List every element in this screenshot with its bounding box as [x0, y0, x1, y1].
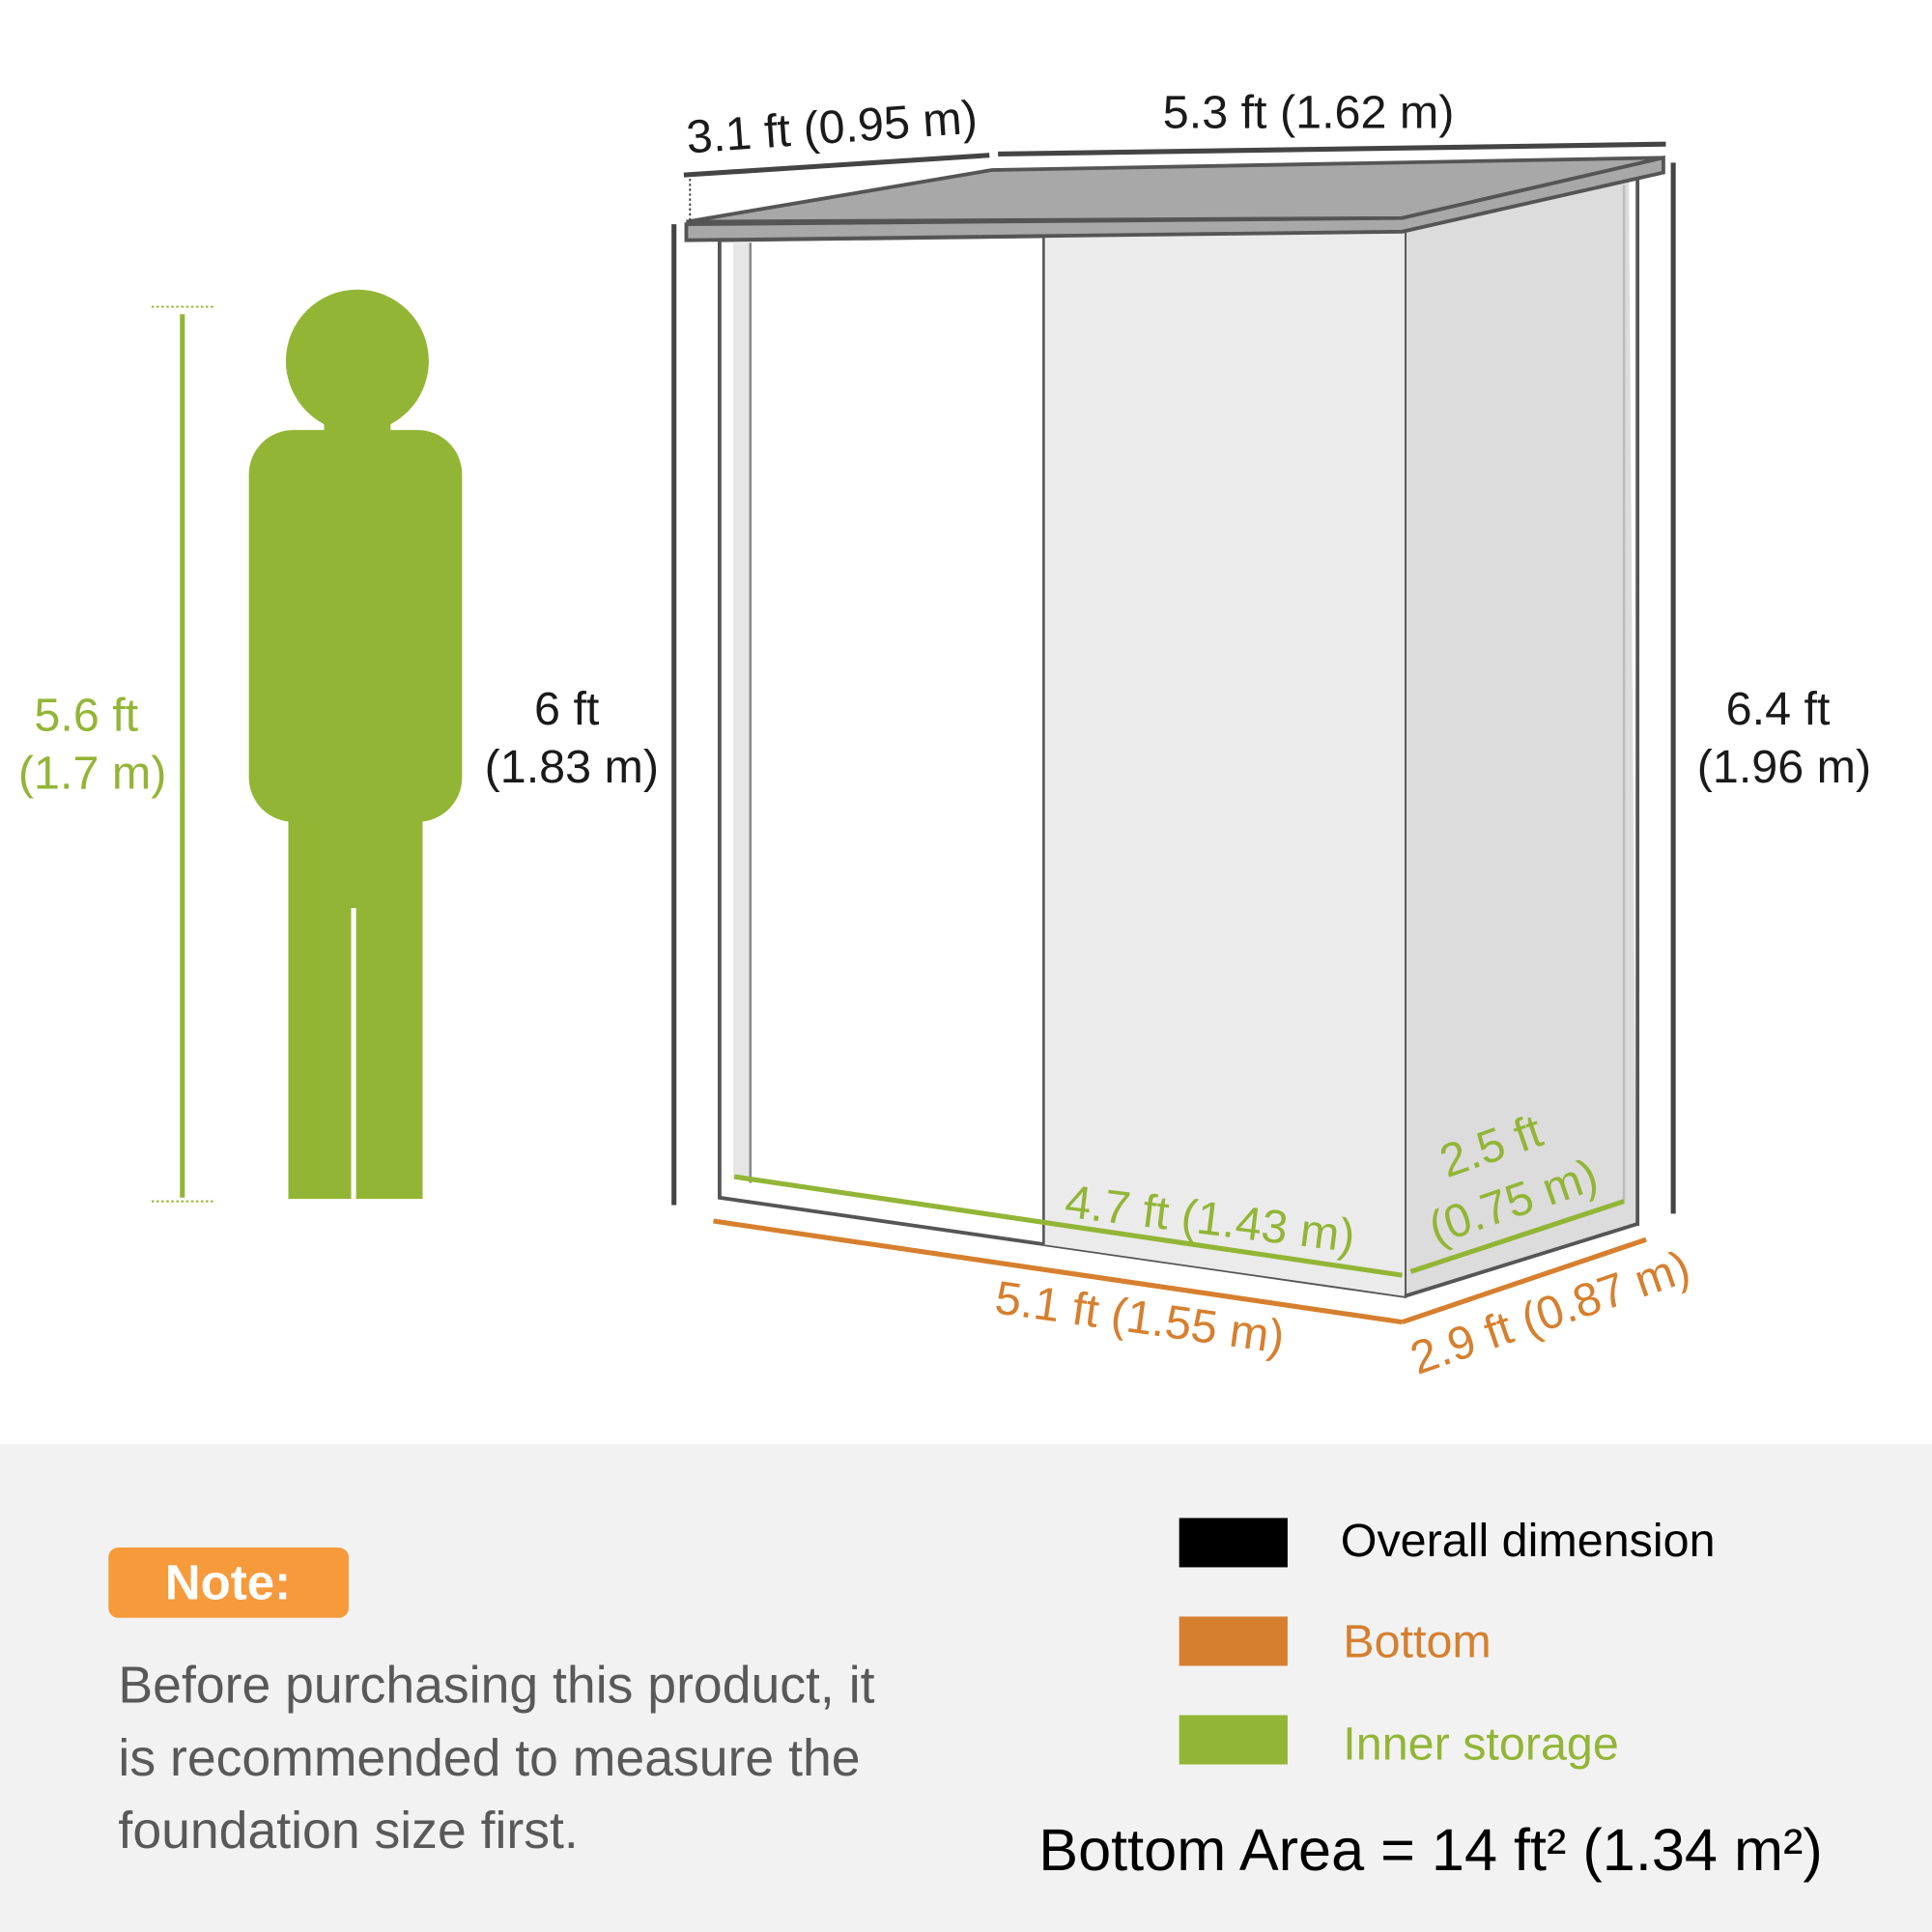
- front-height-ft: 6 ft: [534, 683, 600, 735]
- note-line-3: foundation size first.: [118, 1803, 578, 1860]
- legend: Overall dimension Bottom Inner storage: [1179, 1515, 1716, 1770]
- person-silhouette: [248, 289, 463, 1200]
- person-height-ft: 5.6 ft: [34, 689, 138, 741]
- shed-illustration: [684, 155, 1665, 1299]
- person-height-line: [151, 305, 213, 1203]
- inner-dimension-lines: [733, 1174, 1625, 1278]
- note-line-1: Before purchasing this product, it: [118, 1658, 874, 1715]
- note-label: Note:: [165, 1555, 291, 1610]
- back-height-m: (1.96 m): [1697, 741, 1871, 793]
- note-badge: [108, 1548, 349, 1618]
- roof-depth-label: 3.1 ft (0.95 m): [685, 92, 980, 164]
- legend-label-overall: Overall dimension: [1341, 1515, 1716, 1567]
- legend-swatch-inner: [1179, 1715, 1288, 1765]
- overall-dimension-lines: [671, 141, 1676, 1214]
- legend-label-inner: Inner storage: [1343, 1718, 1619, 1770]
- info-panel: [0, 1443, 1932, 1932]
- legend-swatch-overall: [1179, 1518, 1288, 1568]
- note-line-2: is recommended to measure the: [118, 1730, 860, 1787]
- bottom-dimension-lines: [713, 1218, 1647, 1325]
- back-height-ft: 6.4 ft: [1726, 683, 1831, 735]
- legend-swatch-bottom: [1179, 1616, 1288, 1666]
- roof-width-label: 5.3 ft (1.62 m): [1163, 87, 1455, 139]
- person-height-m: (1.7 m): [18, 747, 166, 799]
- legend-label-bottom: Bottom: [1343, 1616, 1492, 1668]
- front-height-m: (1.83 m): [485, 741, 659, 793]
- bottom-area-label: Bottom Area = 14 ft² (1.34 m²): [1038, 1817, 1822, 1883]
